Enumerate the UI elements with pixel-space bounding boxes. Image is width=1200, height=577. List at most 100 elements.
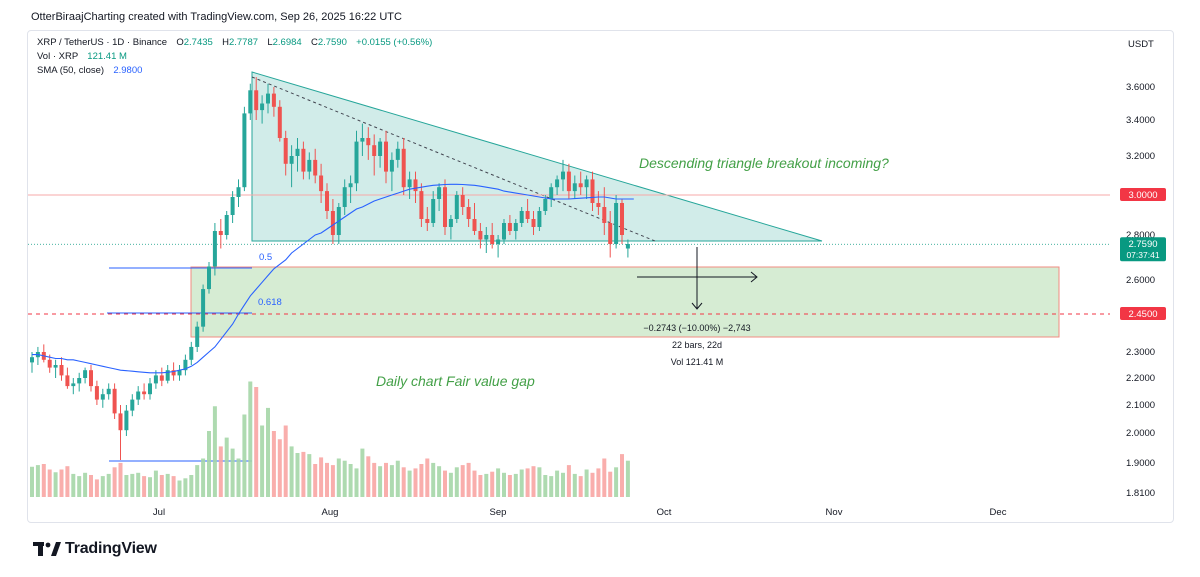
candle	[602, 187, 607, 235]
candle	[484, 227, 489, 253]
volume-bar	[454, 467, 459, 497]
tradingview-logo: TradingView	[33, 540, 157, 558]
candle	[395, 141, 400, 168]
volume-bar	[366, 456, 371, 497]
candle	[142, 383, 147, 400]
measure-horizontal-arrowhead	[750, 271, 758, 283]
volume-bar	[224, 437, 229, 497]
volume-bar	[608, 471, 613, 497]
candle	[460, 187, 465, 215]
volume-bar	[242, 414, 247, 497]
volume-bar	[124, 475, 129, 497]
volume-bar	[53, 472, 58, 497]
volume-bar	[360, 448, 365, 497]
volume-bar	[94, 479, 99, 497]
volume-bar	[348, 464, 353, 497]
y-tick-label: 2.1000	[1126, 400, 1155, 411]
volume-bar	[330, 465, 335, 497]
candle	[301, 141, 306, 180]
x-tick-label: Oct	[657, 507, 672, 518]
candle	[130, 394, 135, 417]
y-tick-label: 3.4000	[1126, 115, 1155, 126]
candle	[372, 134, 377, 176]
candle	[378, 138, 383, 168]
candle	[549, 183, 554, 207]
candle	[531, 211, 536, 235]
candle	[30, 352, 34, 373]
candle	[502, 219, 506, 244]
legend-close: 2.7590	[317, 37, 347, 48]
volume-bar	[496, 468, 501, 497]
volume-bar	[307, 454, 312, 497]
volume-bar	[431, 462, 436, 497]
volume-bar	[443, 470, 447, 497]
candle	[260, 95, 265, 124]
candle	[566, 163, 571, 199]
legend-ohlc: XRP / TetherUS · 1D · Binance O2.7435 H2…	[37, 37, 432, 48]
price-badge-label: 2.7590	[1128, 239, 1157, 250]
volume-bar	[212, 406, 217, 497]
candle	[148, 378, 152, 400]
volume-bar	[507, 475, 512, 497]
volume-bar	[35, 465, 40, 497]
legend-high-label: H	[222, 37, 229, 48]
x-tick-label: Dec	[990, 507, 1007, 518]
legend-sma-value: 2.9800	[113, 65, 143, 76]
candle	[283, 130, 288, 176]
volume-bar	[153, 470, 158, 497]
volume-bar	[100, 476, 105, 497]
candle	[277, 100, 282, 142]
volume-bar	[384, 462, 388, 497]
y-tick-label: 2.3000	[1126, 347, 1155, 358]
candle	[419, 183, 424, 227]
legend-low-label: L	[267, 37, 273, 48]
volume-bar	[543, 475, 548, 497]
volume-bar	[378, 466, 383, 497]
volume-bar	[513, 473, 518, 497]
volume-bar	[183, 478, 188, 497]
candle	[384, 130, 388, 184]
x-tick-label: Sep	[490, 507, 507, 518]
volume-bar	[425, 458, 430, 497]
level-price-badge: 2.4500	[1120, 307, 1166, 320]
fib-level-label: 0.5	[259, 252, 272, 263]
volume-bar	[484, 473, 489, 497]
measure-label-bars: 22 bars, 22d	[672, 340, 722, 350]
candle	[425, 207, 430, 231]
triangle-annotation: Descending triangle breakout incoming?	[639, 155, 889, 171]
candle	[348, 175, 353, 203]
volume-bar	[614, 467, 619, 497]
chart-credit: OtterBiraajCharting created with Trading…	[31, 11, 402, 23]
candle	[513, 219, 518, 240]
candle	[124, 405, 129, 436]
volume-bar	[71, 473, 76, 497]
candle	[584, 175, 589, 199]
volume-bar	[142, 476, 147, 497]
y-tick-label: 2.6000	[1126, 275, 1155, 286]
volume-bar	[620, 454, 624, 497]
candle	[136, 386, 141, 405]
volume-bar	[89, 475, 93, 497]
candle	[490, 223, 495, 249]
volume-bar	[537, 467, 542, 497]
candle	[71, 378, 76, 395]
candle	[366, 127, 371, 160]
candle	[360, 123, 365, 156]
candle	[271, 87, 276, 117]
candle	[313, 148, 318, 184]
candle	[507, 215, 512, 235]
candle	[443, 179, 447, 235]
candle	[555, 175, 560, 195]
legend-open: 2.7435	[183, 37, 213, 48]
candle	[266, 83, 270, 114]
candle	[413, 171, 418, 203]
currency-label[interactable]: USDT	[1128, 39, 1154, 50]
price-badge-label: 2.4500	[1128, 309, 1157, 320]
volume-bar	[159, 475, 164, 497]
legend-symbol: XRP / TetherUS · 1D · Binance	[37, 37, 168, 48]
candle	[94, 380, 99, 405]
candle	[466, 199, 471, 227]
candle	[454, 191, 459, 223]
